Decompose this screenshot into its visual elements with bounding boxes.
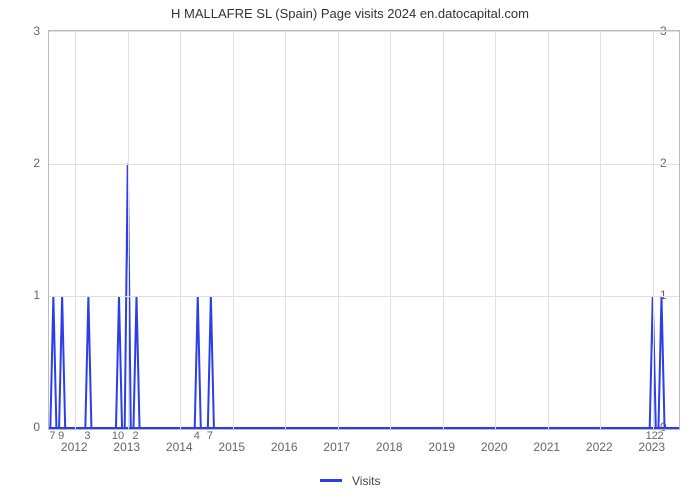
x-month-label: 7 [207, 430, 213, 442]
gridline-v [338, 31, 339, 429]
legend-swatch [320, 479, 342, 482]
visits-line [49, 31, 679, 429]
x-month-label: 10 [112, 430, 124, 442]
y-tick-label: 0 [0, 420, 40, 434]
x-year-label: 2023 [638, 440, 665, 454]
legend: Visits [0, 472, 700, 490]
gridline-v [548, 31, 549, 429]
chart-container: H MALLAFRE SL (Spain) Page visits 2024 e… [0, 0, 700, 500]
x-year-label: 2021 [533, 440, 560, 454]
gridline-v [653, 31, 654, 429]
gridline-v [443, 31, 444, 429]
gridline-v [390, 31, 391, 429]
x-month-label: 7 [49, 430, 55, 442]
x-year-label: 2015 [218, 440, 245, 454]
x-year-label: 2020 [481, 440, 508, 454]
gridline-v [75, 31, 76, 429]
y-tick-label: 2 [0, 156, 40, 170]
x-year-label: 2017 [323, 440, 350, 454]
gridline-h [49, 296, 679, 297]
chart-title: H MALLAFRE SL (Spain) Page visits 2024 e… [0, 6, 700, 21]
legend-label: Visits [352, 474, 380, 488]
x-year-label: 2012 [61, 440, 88, 454]
gridline-v [180, 31, 181, 429]
x-year-label: 2019 [428, 440, 455, 454]
x-month-label: 2 [657, 430, 663, 442]
y-tick-label: 3 [0, 24, 40, 38]
x-year-label: 2013 [113, 440, 140, 454]
x-year-label: 2016 [271, 440, 298, 454]
baseline [49, 427, 679, 429]
gridline-h [49, 164, 679, 165]
x-month-label: 4 [194, 430, 200, 442]
x-year-label: 2018 [376, 440, 403, 454]
gridline-v [285, 31, 286, 429]
gridline-v [128, 31, 129, 429]
x-month-label: 9 [58, 430, 64, 442]
gridline-v [600, 31, 601, 429]
x-month-label: 2 [132, 430, 138, 442]
y-tick-label: 1 [0, 288, 40, 302]
x-year-label: 2014 [166, 440, 193, 454]
x-year-label: 2022 [586, 440, 613, 454]
gridline-v [495, 31, 496, 429]
gridline-v [233, 31, 234, 429]
x-month-label: 12 [646, 430, 658, 442]
gridline-h [49, 31, 679, 32]
x-month-label: 3 [84, 430, 90, 442]
plot-area [48, 30, 680, 430]
